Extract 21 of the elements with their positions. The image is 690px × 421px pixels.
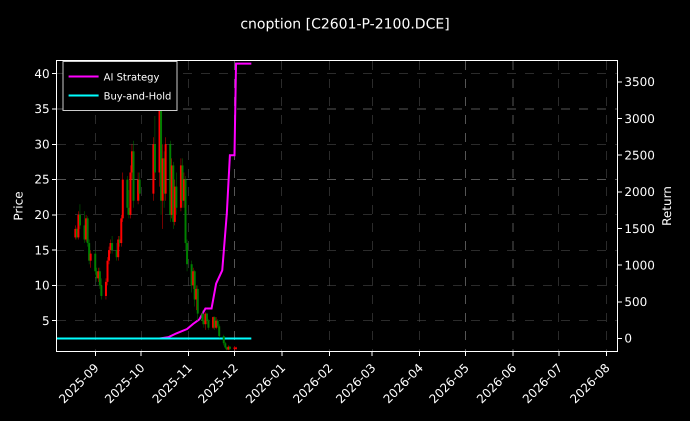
y-tick-label: 15 bbox=[34, 243, 50, 258]
y2-tick-label: 1500 bbox=[624, 222, 655, 236]
y-tick-label: 40 bbox=[34, 66, 50, 81]
y2-tick-label: 3000 bbox=[624, 112, 655, 126]
y-tick-label: 30 bbox=[34, 137, 50, 152]
y2-tick-label: 1000 bbox=[624, 258, 655, 272]
y-tick-label: 10 bbox=[34, 278, 50, 293]
y-tick-label: 35 bbox=[34, 102, 50, 116]
y-tick-label: 5 bbox=[42, 314, 50, 328]
legend-label: Buy-and-Hold bbox=[104, 91, 172, 102]
y2-tick-label: 500 bbox=[624, 295, 648, 310]
y2-tick-label: 0 bbox=[624, 332, 632, 346]
y2-tick-label: 3500 bbox=[624, 75, 655, 90]
y2-tick-label: 2500 bbox=[624, 148, 655, 162]
y2-axis-title: Return bbox=[660, 186, 674, 226]
chart-title: cnoption [C2601-P-2100.DCE] bbox=[240, 16, 450, 33]
legend-label: AI Strategy bbox=[104, 72, 160, 84]
y-axis-title: Price bbox=[12, 191, 26, 221]
y-tick-label: 25 bbox=[34, 172, 50, 187]
y-tick-label: 20 bbox=[34, 208, 50, 222]
y2-tick-label: 2000 bbox=[624, 185, 655, 200]
